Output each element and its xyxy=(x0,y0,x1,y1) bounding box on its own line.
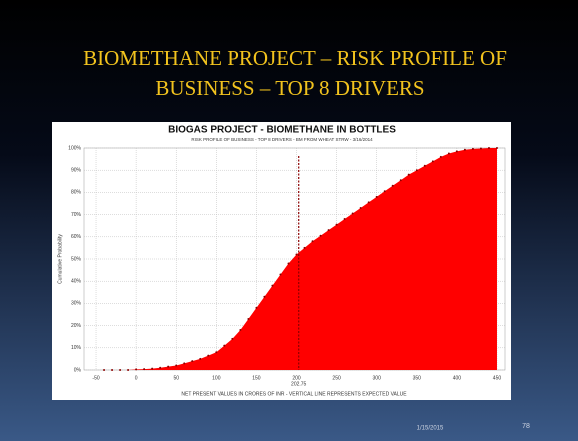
data-point xyxy=(287,262,290,265)
x-axis-label: NET PRESENT VALUES IN CRORES OF INR - VE… xyxy=(181,391,407,397)
data-point xyxy=(127,369,130,371)
data-point xyxy=(455,150,458,153)
y-tick-label: 10% xyxy=(71,345,82,351)
data-point xyxy=(367,201,370,204)
data-point xyxy=(495,147,498,149)
slide-date: 1/15/2015 xyxy=(417,426,444,432)
data-point xyxy=(247,317,250,320)
x-tick-label: 100 xyxy=(212,375,221,381)
x-tick-label: 450 xyxy=(493,375,502,381)
data-point xyxy=(215,351,218,354)
data-point xyxy=(159,366,162,369)
data-point xyxy=(319,234,322,237)
y-tick-label: 50% xyxy=(71,256,82,262)
data-point xyxy=(263,295,266,298)
data-point xyxy=(175,364,178,367)
y-tick-label: 60% xyxy=(71,234,82,240)
x-tick-label: 300 xyxy=(373,375,382,381)
data-point xyxy=(111,369,114,371)
cumulative-area xyxy=(104,148,497,370)
data-point xyxy=(343,218,346,221)
data-point xyxy=(191,360,194,363)
data-point xyxy=(471,147,474,150)
data-point xyxy=(183,362,186,365)
data-point xyxy=(223,344,226,347)
data-point xyxy=(351,212,354,215)
expected-value-label: 202.75 xyxy=(291,381,307,387)
y-tick-label: 80% xyxy=(71,190,82,196)
data-point xyxy=(327,229,330,232)
x-tick-label: 250 xyxy=(332,375,341,381)
data-point xyxy=(479,147,482,150)
x-tick-label: 50 xyxy=(173,375,179,381)
data-point xyxy=(255,306,258,309)
data-point xyxy=(103,369,106,371)
y-tick-label: 100% xyxy=(68,145,81,151)
data-point xyxy=(207,354,210,357)
x-tick-label: 350 xyxy=(413,375,422,381)
slide-title: BUSINESS – TOP 8 DRIVERS xyxy=(155,76,424,100)
y-tick-label: 0% xyxy=(74,367,82,373)
data-point xyxy=(199,357,202,360)
data-point xyxy=(239,329,242,332)
data-point xyxy=(119,369,122,371)
data-point xyxy=(359,206,362,209)
data-point xyxy=(295,253,298,256)
x-tick-label: -50 xyxy=(92,375,99,381)
x-tick-label: 150 xyxy=(252,375,261,381)
y-tick-label: 30% xyxy=(71,301,82,307)
y-tick-label: 40% xyxy=(71,279,82,285)
chart-title: BIOGAS PROJECT - BIOMETHANE IN BOTTLES xyxy=(168,125,396,136)
y-tick-label: 70% xyxy=(71,212,82,218)
chart-subtitle: RISK PROFILE OF BUSINESS - TOP 8 DRIVERS… xyxy=(191,137,373,142)
data-point xyxy=(431,160,434,163)
data-point xyxy=(463,148,466,151)
x-tick-label: 0 xyxy=(135,375,138,381)
data-point xyxy=(279,273,282,276)
data-point xyxy=(407,173,410,176)
x-tick-label: 400 xyxy=(453,375,462,381)
data-point xyxy=(487,147,490,149)
data-point xyxy=(423,164,426,167)
data-point xyxy=(167,365,170,368)
data-point xyxy=(151,367,154,370)
data-point xyxy=(335,223,338,226)
data-point xyxy=(375,195,378,198)
data-point xyxy=(447,152,450,155)
data-point xyxy=(271,284,274,287)
y-tick-label: 90% xyxy=(71,168,82,174)
data-point xyxy=(143,368,146,371)
data-point xyxy=(439,155,442,158)
y-tick-label: 20% xyxy=(71,323,82,329)
slide-number: 78 xyxy=(522,423,530,430)
data-point xyxy=(311,240,314,243)
data-point xyxy=(415,169,418,172)
data-point xyxy=(383,190,386,193)
y-axis-label: Cumulative Probability xyxy=(57,234,63,284)
data-point xyxy=(391,184,394,187)
data-point xyxy=(399,179,402,182)
slide-title: BIOMETHANE PROJECT – RISK PROFILE OF xyxy=(83,46,507,70)
data-point xyxy=(303,246,306,249)
x-tick-label: 200 xyxy=(292,375,301,381)
data-point xyxy=(135,368,138,371)
data-point xyxy=(231,337,234,340)
